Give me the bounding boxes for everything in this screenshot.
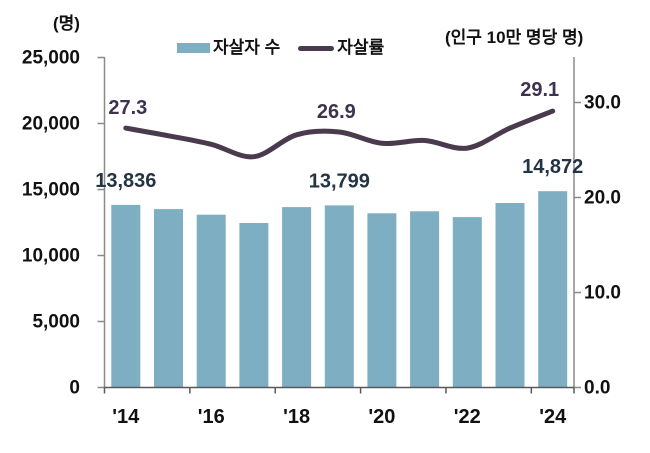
- right-axis-title: (인구 10만 명당 명): [445, 28, 584, 47]
- x-axis-label-22: '22: [454, 406, 481, 428]
- rate-line: [123, 108, 556, 160]
- left-axis-tick-label: 15,000: [22, 180, 80, 201]
- left-axis-tick-label: 5,000: [32, 312, 80, 333]
- left-axis-title: (명): [53, 14, 80, 33]
- left-axis-tick-label: 20,000: [22, 114, 80, 135]
- bar-series-swatch-icon: [177, 43, 210, 53]
- right-axis-tick-label: 10.0: [584, 283, 621, 304]
- bar-22: [452, 217, 482, 388]
- right-axis-tick-label: 0.0: [584, 378, 610, 399]
- rate-value-label: 27.3: [108, 97, 147, 119]
- legend-label-suicides: 자살자 수: [213, 38, 281, 57]
- right-axis-tick-label: 30.0: [584, 93, 621, 114]
- bar-18: [282, 207, 312, 388]
- bar-21: [410, 211, 440, 388]
- bar-value-label: 13,836: [95, 170, 156, 192]
- bar-19: [324, 205, 354, 388]
- x-axis-label-20: '20: [368, 406, 395, 428]
- bar-14: [111, 204, 141, 388]
- left-axis-tick-label: 25,000: [22, 48, 80, 69]
- bar-16: [196, 214, 226, 388]
- x-axis-label-18: '18: [283, 406, 310, 428]
- x-axis-label-24: '24: [539, 406, 567, 428]
- rate-value-label: 29.1: [520, 79, 559, 101]
- bar-23: [495, 203, 525, 388]
- legend: 자살자 수 자살률: [177, 38, 384, 58]
- left-axis-tick-label: 0: [69, 378, 80, 399]
- bar-15: [154, 209, 183, 388]
- bar-20: [367, 213, 397, 388]
- bar-24: [538, 191, 568, 388]
- legend-label-rate: 자살률: [337, 38, 385, 57]
- rate-value-label: 26.9: [317, 101, 356, 123]
- bar-17: [239, 223, 269, 388]
- right-axis-tick-label: 20.0: [584, 188, 621, 209]
- bar-value-label: 13,799: [309, 170, 370, 192]
- line-series-swatch-icon: [298, 45, 335, 51]
- left-axis-tick-label: 10,000: [22, 246, 80, 267]
- x-axis-label-14: '14: [112, 406, 140, 428]
- bar-value-label: 14,872: [522, 156, 583, 178]
- x-axis-label-16: '16: [198, 406, 225, 428]
